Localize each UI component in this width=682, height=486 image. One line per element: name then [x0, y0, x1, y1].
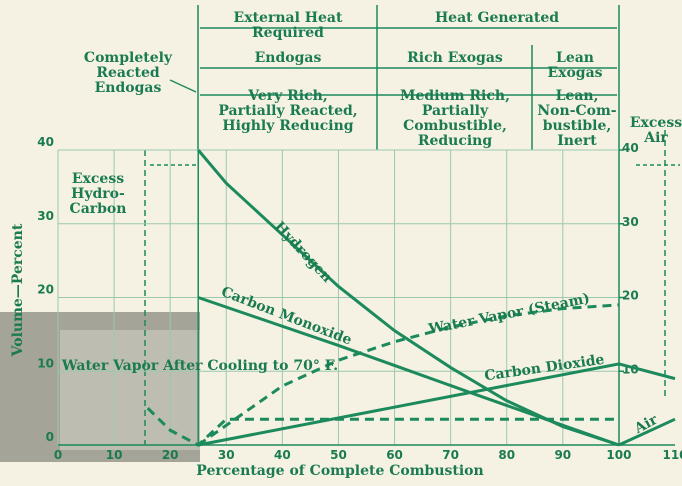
x-tick-label: 70 [442, 448, 459, 462]
annotation-line: Exogas [547, 65, 602, 81]
y2-tick-label: 40 [622, 141, 639, 155]
annotation-line: Inert [557, 133, 597, 149]
annotation-line: Partially Reacted, [218, 103, 357, 119]
x-tick-label: 30 [218, 448, 235, 462]
chart: Percentage of Complete Combustion Volume… [0, 0, 682, 486]
annotation-line: Highly Reducing [222, 118, 353, 134]
y-tick-label: 40 [37, 135, 54, 149]
annotation-line: Endogas [255, 50, 322, 66]
x-tick-label: 10 [106, 448, 123, 462]
annotation-line: Very Rich, [247, 88, 327, 104]
x-tick-label: 110 [662, 448, 682, 462]
y2-tick-label: 20 [622, 289, 639, 303]
annotation-line: Hydro- [71, 186, 125, 202]
annotation: Endogas [255, 50, 322, 66]
annotation-line: Medium Rich, [400, 88, 510, 104]
x-tick-label: 20 [162, 448, 179, 462]
annotation-line: Non-Com- [537, 103, 616, 119]
y-tick-label: 20 [37, 283, 54, 297]
annotation-line: bustible, [543, 118, 612, 134]
x-tick-label: 60 [386, 448, 403, 462]
x-tick-label: 0 [54, 448, 62, 462]
x-tick-label: 100 [606, 448, 631, 462]
annotation-line: Completely [84, 50, 173, 66]
annotation-line: Lean [556, 50, 594, 66]
annotation-line: Reducing [418, 133, 493, 149]
series-label: Water Vapor After Cooling to 70° F. [61, 358, 338, 374]
annotation-line: External Heat [234, 10, 343, 26]
y-tick-label: 10 [37, 356, 54, 370]
x-tick-label: 50 [330, 448, 347, 462]
annotation-line: Air [643, 130, 668, 146]
y-axis-label: Volume—Percent [10, 223, 26, 357]
annotation-line: Reacted [96, 65, 160, 81]
annotation-line: Rich Exogas [407, 50, 503, 66]
annotation: Heat Generated [435, 10, 559, 26]
annotation-line: Endogas [95, 80, 162, 96]
y-tick-label: 0 [46, 430, 54, 444]
annotation-line: Carbon [70, 201, 127, 217]
x-tick-label: 90 [554, 448, 571, 462]
annotation-line: Combustible, [403, 118, 507, 134]
annotation-line: Excess [72, 171, 124, 187]
annotation: Rich Exogas [407, 50, 503, 66]
x-axis-label: Percentage of Complete Combustion [196, 463, 483, 479]
photo-detail [60, 330, 200, 450]
annotation-line: Lean, [556, 88, 599, 104]
annotation-line: Heat Generated [435, 10, 559, 26]
y-tick-label: 30 [37, 209, 54, 223]
annotation-line: Excess [630, 115, 682, 131]
annotation-line: Partially [422, 103, 489, 119]
x-tick-label: 40 [274, 448, 291, 462]
y2-tick-label: 30 [622, 215, 639, 229]
x-tick-label: 80 [498, 448, 515, 462]
annotation-line: Required [252, 25, 324, 41]
